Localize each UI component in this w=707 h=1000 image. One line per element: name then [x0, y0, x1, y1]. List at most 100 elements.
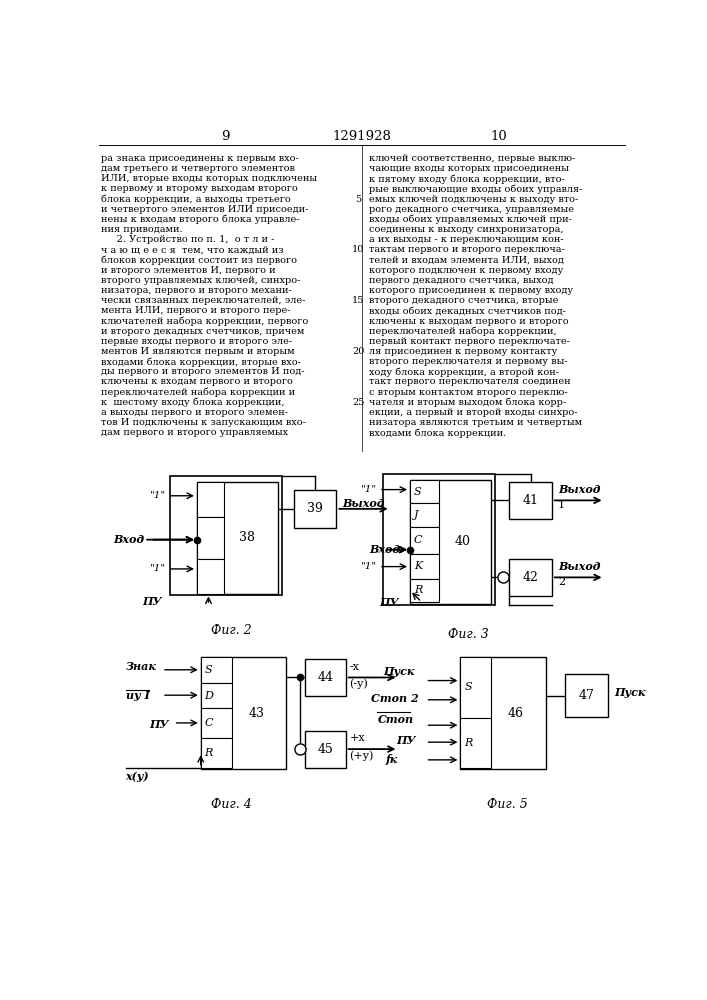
Text: Фиг. 3: Фиг. 3 — [448, 628, 489, 641]
Text: ПУ: ПУ — [143, 596, 162, 607]
Text: (-y): (-y) — [349, 678, 368, 689]
Text: Выход: Выход — [558, 561, 600, 572]
Text: 10: 10 — [352, 245, 364, 254]
Text: переключателей набора коррекции,: переключателей набора коррекции, — [369, 327, 556, 336]
Text: "1": "1" — [361, 485, 378, 494]
Text: емых ключей подключены к выходу вто-: емых ключей подключены к выходу вто- — [369, 195, 578, 204]
Bar — [201, 738, 232, 768]
Text: переключателей набора коррекции и: переключателей набора коррекции и — [101, 388, 295, 397]
Text: Знак: Знак — [126, 661, 156, 672]
Text: K: K — [414, 561, 422, 571]
Text: такт первого переключателя соединен: такт первого переключателя соединен — [369, 377, 571, 386]
Bar — [201, 683, 232, 708]
Text: 2. Устройство по п. 1,  о т л и -: 2. Устройство по п. 1, о т л и - — [101, 235, 274, 244]
Text: а выходы первого и второго элемен-: а выходы первого и второго элемен- — [101, 408, 288, 417]
Bar — [410, 480, 440, 503]
Text: мента ИЛИ, первого и второго пере-: мента ИЛИ, первого и второго пере- — [101, 306, 291, 315]
Bar — [383, 474, 495, 605]
Text: чателя и вторым выходом блока корр-: чателя и вторым выходом блока корр- — [369, 398, 566, 407]
Text: блока коррекции, а выходы третьего: блока коррекции, а выходы третьего — [101, 195, 291, 204]
Text: R: R — [414, 585, 422, 595]
Text: и второго элементов И, первого и: и второго элементов И, первого и — [101, 266, 276, 275]
Text: 46: 46 — [508, 707, 524, 720]
Bar — [201, 657, 286, 769]
Text: Фиг. 5: Фиг. 5 — [486, 798, 527, 811]
Text: fк: fк — [385, 754, 397, 765]
Bar — [509, 559, 552, 596]
Text: (+y): (+y) — [349, 750, 374, 761]
Text: 39: 39 — [307, 502, 323, 515]
Text: Вход: Вход — [369, 544, 400, 555]
Bar — [197, 482, 224, 517]
Text: Фиг. 2: Фиг. 2 — [211, 624, 252, 637]
Text: чески связанных переключателей, эле-: чески связанных переключателей, эле- — [101, 296, 305, 305]
Text: ключены к выходам первого и второго: ключены к выходам первого и второго — [369, 317, 568, 326]
Bar — [197, 482, 279, 594]
Text: 10: 10 — [491, 130, 508, 143]
Text: входами блока коррекции.: входами блока коррекции. — [369, 428, 506, 438]
Text: 40: 40 — [455, 535, 471, 548]
Text: ПУ: ПУ — [396, 735, 416, 746]
Text: 42: 42 — [522, 571, 539, 584]
Text: Пуск: Пуск — [383, 666, 414, 677]
Text: R: R — [464, 738, 472, 748]
Text: 43: 43 — [248, 707, 264, 720]
Text: ния приводами.: ния приводами. — [101, 225, 182, 234]
Text: тов И подключены к запускающим вхо-: тов И подключены к запускающим вхо- — [101, 418, 305, 427]
Text: телей и входам элемента ИЛИ, выход: телей и входам элемента ИЛИ, выход — [369, 256, 563, 265]
Text: рые выключающие входы обоих управля-: рые выключающие входы обоих управля- — [369, 184, 583, 194]
Bar — [201, 657, 232, 683]
Text: к  шестому входу блока коррекции,: к шестому входу блока коррекции, — [101, 398, 284, 407]
Bar — [197, 517, 224, 559]
Text: ментов И являются первым и вторым: ментов И являются первым и вторым — [101, 347, 294, 356]
Text: и четвертого элементов ИЛИ присоеди-: и четвертого элементов ИЛИ присоеди- — [101, 205, 308, 214]
Text: Фиг. 4: Фиг. 4 — [211, 798, 252, 811]
Text: ключей соответственно, первые выклю-: ключей соответственно, первые выклю- — [369, 154, 575, 163]
Text: 1291928: 1291928 — [332, 130, 392, 143]
Text: ходу блока коррекции, а второй кон-: ходу блока коррекции, а второй кон- — [369, 367, 559, 377]
Bar — [410, 527, 440, 554]
Text: 47: 47 — [578, 689, 595, 702]
Bar — [460, 657, 546, 769]
Text: второго управляемых ключей, синхро-: второго управляемых ключей, синхро- — [101, 276, 300, 285]
Text: J: J — [414, 510, 419, 520]
Text: ключателей набора коррекции, первого: ключателей набора коррекции, первого — [101, 317, 308, 326]
Text: Выход: Выход — [558, 484, 600, 495]
Bar — [305, 731, 346, 768]
Text: ПУ: ПУ — [379, 597, 399, 608]
Text: ПУ: ПУ — [149, 719, 168, 730]
Text: к пятому входу блока коррекции, вто-: к пятому входу блока коррекции, вто- — [369, 174, 565, 184]
Bar — [410, 503, 440, 527]
Bar — [170, 476, 282, 595]
Bar — [410, 480, 491, 604]
Text: 20: 20 — [352, 347, 364, 356]
Text: входы обоих управляемых ключей при-: входы обоих управляемых ключей при- — [369, 215, 572, 224]
Text: 9: 9 — [221, 130, 230, 143]
Text: Пуск: Пуск — [614, 687, 645, 698]
Text: первый контакт первого переключате-: первый контакт первого переключате- — [369, 337, 570, 346]
Text: тактам первого и второго переключа-: тактам первого и второго переключа- — [369, 245, 565, 254]
Text: Вход: Вход — [113, 534, 144, 545]
Text: которого присоединен к первому входу: которого присоединен к первому входу — [369, 286, 573, 295]
Bar — [305, 659, 346, 696]
Text: первые входы первого и второго эле-: первые входы первого и второго эле- — [101, 337, 292, 346]
Text: входами блока коррекции, вторые вхо-: входами блока коррекции, вторые вхо- — [101, 357, 300, 367]
Text: екции, а первый и второй входы синхро-: екции, а первый и второй входы синхро- — [369, 408, 578, 417]
Text: Стоп: Стоп — [378, 714, 414, 725]
Text: ИЛИ, вторые входы которых подключены: ИЛИ, вторые входы которых подключены — [101, 174, 317, 183]
Bar — [410, 554, 440, 579]
Text: входы обоих декадных счетчиков под-: входы обоих декадных счетчиков под- — [369, 306, 566, 315]
Text: D: D — [204, 691, 214, 701]
Text: низатора, первого и второго механи-: низатора, первого и второго механи- — [101, 286, 291, 295]
Text: S: S — [414, 487, 421, 497]
Text: второго декадного счетчика, вторые: второго декадного счетчика, вторые — [369, 296, 559, 305]
Text: ды первого и второго элементов И под-: ды первого и второго элементов И под- — [101, 367, 304, 376]
Text: 1: 1 — [558, 500, 565, 510]
Bar — [293, 490, 337, 528]
Text: 45: 45 — [317, 743, 334, 756]
Text: "1": "1" — [150, 564, 166, 573]
Text: а их выходы - к переключающим кон-: а их выходы - к переключающим кон- — [369, 235, 563, 244]
Text: C: C — [414, 535, 422, 545]
Text: Стоп 2: Стоп 2 — [371, 693, 419, 704]
Text: ра знака присоединены к первым вхо-: ра знака присоединены к первым вхо- — [101, 154, 298, 163]
